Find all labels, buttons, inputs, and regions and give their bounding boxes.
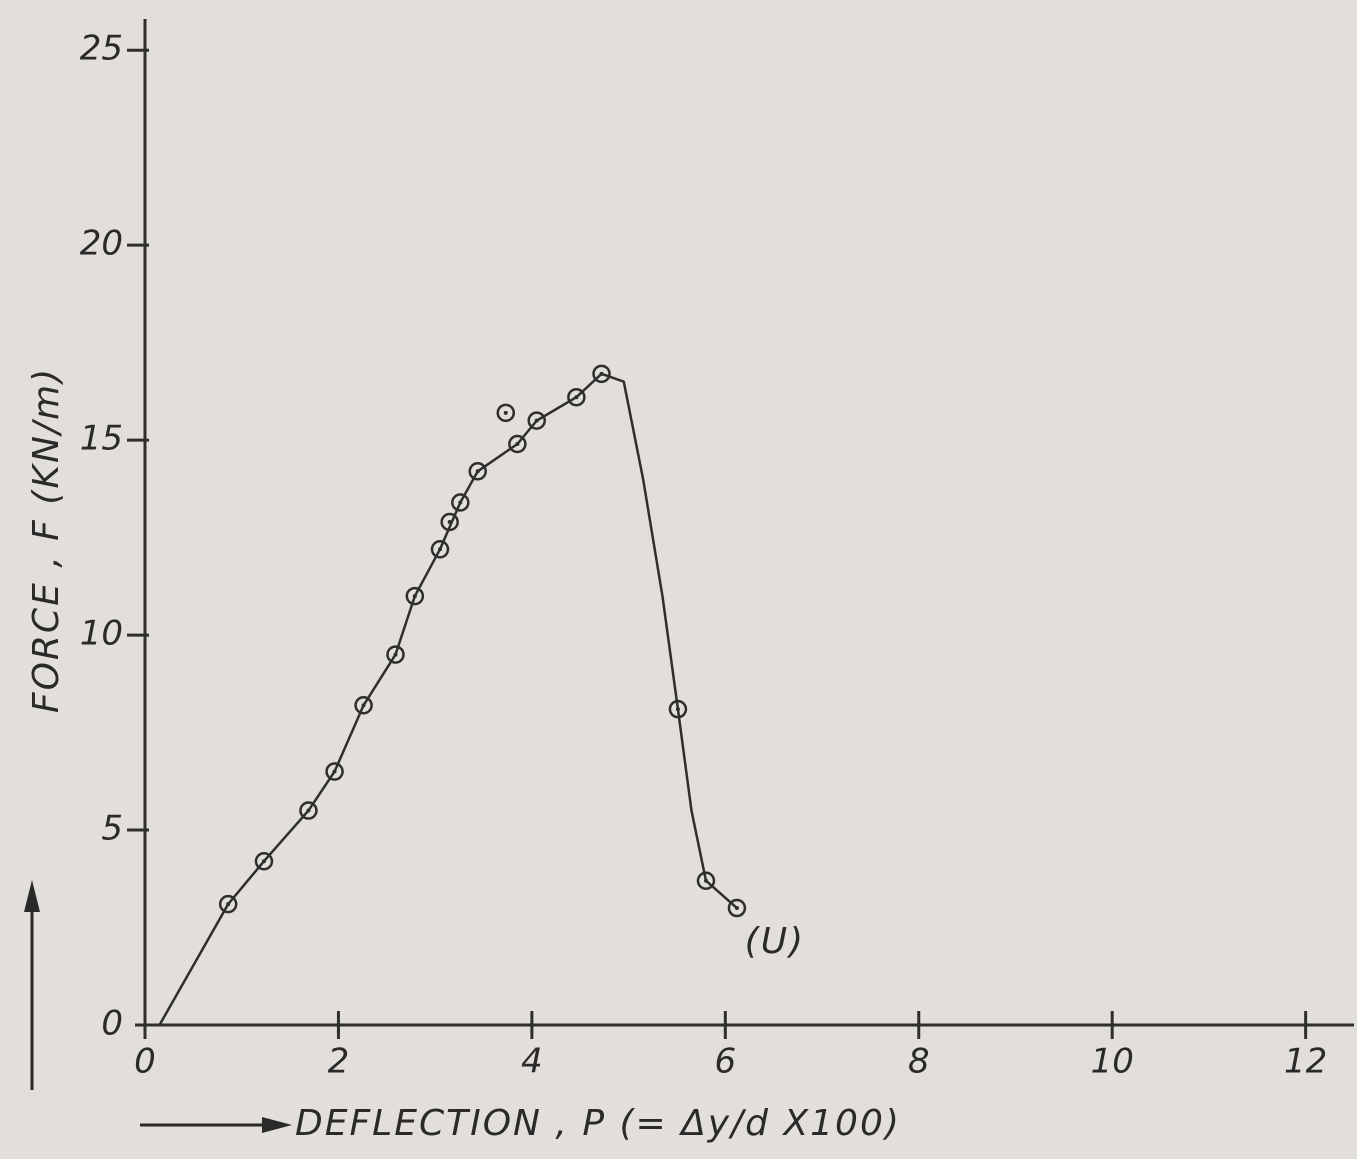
x-arrow-head (262, 1117, 292, 1133)
data-point-dot (503, 410, 508, 415)
y-tick-label: 20 (80, 224, 123, 264)
x-tick-label: 6 (714, 1042, 736, 1082)
data-point (727, 898, 747, 918)
y-tick-label: 25 (80, 29, 123, 69)
data-point (527, 411, 546, 430)
y-axis-label: FORCE , F (KN/m) (26, 367, 67, 713)
data-point (696, 871, 716, 890)
data-point (386, 645, 405, 664)
y-tick-label: 15 (80, 419, 123, 459)
x-tick-label: 8 (908, 1042, 930, 1082)
y-tick-label: 0 (101, 1004, 123, 1044)
data-point (325, 762, 344, 781)
curve (158, 372, 738, 1026)
data-point (254, 851, 274, 871)
data-point (496, 403, 516, 423)
y-arrow-head (24, 880, 40, 912)
x-label-group: DEFLECTION , P (= Δy/d X100) (140, 1103, 901, 1144)
data-point (430, 540, 450, 559)
data-point (354, 696, 373, 715)
x-tick-label: 12 (1284, 1042, 1327, 1082)
x-tick-label: 4 (521, 1042, 543, 1082)
y-label-group: FORCE , F (KN/m) (24, 367, 67, 1090)
y-tick-label: 10 (80, 614, 123, 654)
data-point (508, 434, 527, 454)
y-tick-label: 5 (101, 809, 123, 849)
x-tick-label: 2 (328, 1042, 350, 1082)
data-point (567, 387, 586, 407)
x-axis-label: DEFLECTION , P (= Δy/d X100) (295, 1103, 901, 1144)
data-point (468, 462, 487, 481)
x-tick-label: 10 (1091, 1042, 1134, 1082)
data-point (299, 801, 318, 820)
x-tick-label: 0 (134, 1042, 156, 1082)
data-point (405, 586, 425, 606)
data-point (218, 894, 238, 914)
annotation: (U) (745, 921, 805, 962)
data-point (592, 364, 611, 384)
data-point (451, 493, 470, 512)
